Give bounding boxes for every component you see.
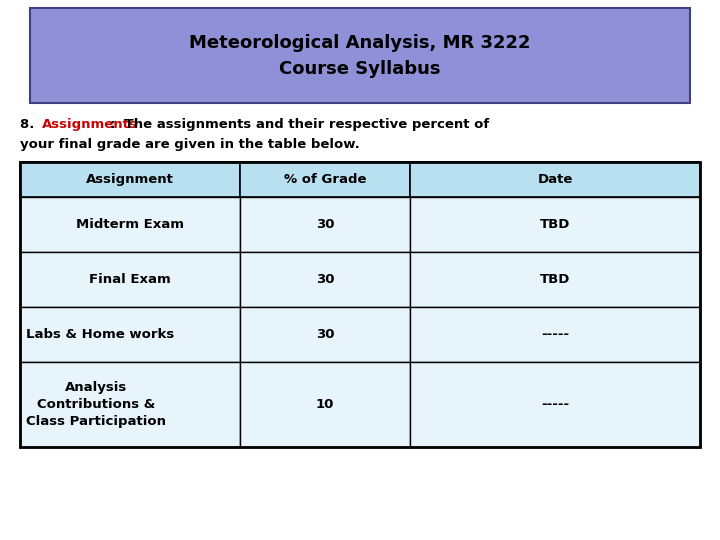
Bar <box>30 8 690 103</box>
Text: Analysis
Contributions &
Class Participation: Analysis Contributions & Class Participa… <box>26 381 166 428</box>
Text: TBD: TBD <box>540 218 570 231</box>
Text: TBD: TBD <box>540 273 570 286</box>
Bar <box>240 197 410 252</box>
Text: :  The assignments and their respective percent of: : The assignments and their respective p… <box>110 118 490 131</box>
Bar <box>240 362 410 447</box>
Text: 30: 30 <box>316 328 334 341</box>
Text: Date: Date <box>537 173 572 186</box>
Bar <box>410 252 700 307</box>
Bar <box>20 362 240 447</box>
Bar <box>20 162 240 197</box>
Text: 30: 30 <box>316 218 334 231</box>
Bar <box>240 307 410 362</box>
Bar <box>410 362 700 447</box>
Bar <box>20 162 700 447</box>
Text: Labs & Home works: Labs & Home works <box>26 328 174 341</box>
Text: -----: ----- <box>541 328 569 341</box>
Text: Assignment: Assignment <box>86 173 174 186</box>
Bar <box>410 162 700 197</box>
Text: Midterm Exam: Midterm Exam <box>76 218 184 231</box>
Text: your final grade are given in the table below.: your final grade are given in the table … <box>20 138 360 151</box>
Text: 30: 30 <box>316 273 334 286</box>
Bar <box>20 307 240 362</box>
Bar <box>20 197 240 252</box>
Text: -----: ----- <box>541 398 569 411</box>
Text: Course Syllabus: Course Syllabus <box>279 59 441 78</box>
Text: Final Exam: Final Exam <box>89 273 171 286</box>
Bar <box>240 252 410 307</box>
Text: % of Grade: % of Grade <box>284 173 366 186</box>
Bar <box>410 197 700 252</box>
Text: 10: 10 <box>316 398 334 411</box>
Bar <box>20 252 240 307</box>
Text: 8.: 8. <box>20 118 44 131</box>
Bar <box>410 307 700 362</box>
Bar <box>240 162 410 197</box>
Text: Meteorological Analysis, MR 3222: Meteorological Analysis, MR 3222 <box>189 33 531 51</box>
Text: Assignments: Assignments <box>42 118 138 131</box>
